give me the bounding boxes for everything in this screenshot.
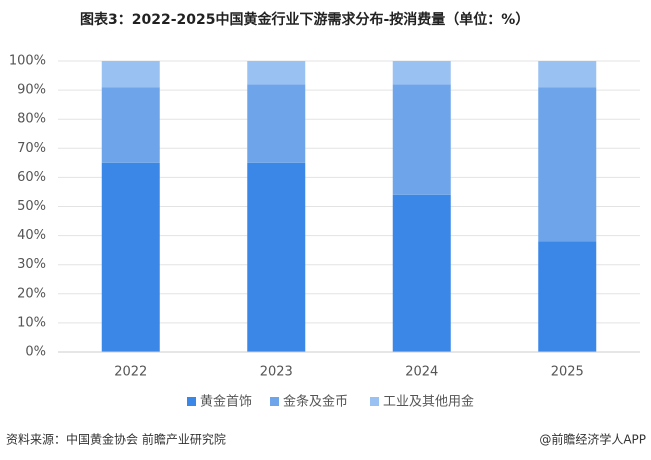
legend-swatch bbox=[270, 397, 279, 406]
bar-segment bbox=[538, 61, 597, 88]
x-tick-label: 2024 bbox=[405, 365, 438, 380]
bar-segment bbox=[101, 162, 160, 352]
y-tick-label: 0% bbox=[25, 345, 46, 360]
bar-segment bbox=[101, 87, 160, 163]
bar-segment bbox=[538, 87, 597, 242]
bar-segment bbox=[247, 84, 306, 163]
source: 资料来源：中国黄金协会 前瞻产业研究院 bbox=[6, 432, 226, 447]
bar-segment bbox=[538, 241, 597, 352]
bar-segment bbox=[101, 61, 160, 88]
y-tick-label: 60% bbox=[17, 170, 46, 185]
legend-label: 黄金首饰 bbox=[200, 394, 252, 410]
y-tick-label: 80% bbox=[17, 112, 46, 127]
y-tick-label: 50% bbox=[17, 199, 46, 214]
chart-title: 图表3：2022-2025中国黄金行业下游需求分布-按消费量（单位：%） bbox=[80, 11, 529, 28]
legend-label: 工业及其他用金 bbox=[383, 394, 474, 410]
bar-segment bbox=[392, 194, 451, 352]
x-tick-label: 2023 bbox=[260, 365, 293, 380]
legend-swatch bbox=[187, 397, 196, 406]
brand: @前瞻经济学人APP bbox=[539, 432, 646, 447]
y-tick-label: 20% bbox=[17, 286, 46, 301]
bar-segment bbox=[247, 162, 306, 352]
legend-label: 金条及金币 bbox=[283, 394, 348, 410]
bar-segment bbox=[392, 61, 451, 85]
y-tick-label: 90% bbox=[17, 83, 46, 98]
y-tick-label: 100% bbox=[9, 54, 46, 69]
x-tick-label: 2022 bbox=[114, 365, 147, 380]
y-tick-label: 40% bbox=[17, 228, 46, 243]
y-tick-label: 70% bbox=[17, 141, 46, 156]
y-tick-label: 10% bbox=[17, 315, 46, 330]
bar-segment bbox=[392, 84, 451, 195]
x-tick-label: 2025 bbox=[551, 365, 584, 380]
y-tick-label: 30% bbox=[17, 257, 46, 272]
bar-segment bbox=[247, 61, 306, 85]
legend-swatch bbox=[370, 397, 379, 406]
